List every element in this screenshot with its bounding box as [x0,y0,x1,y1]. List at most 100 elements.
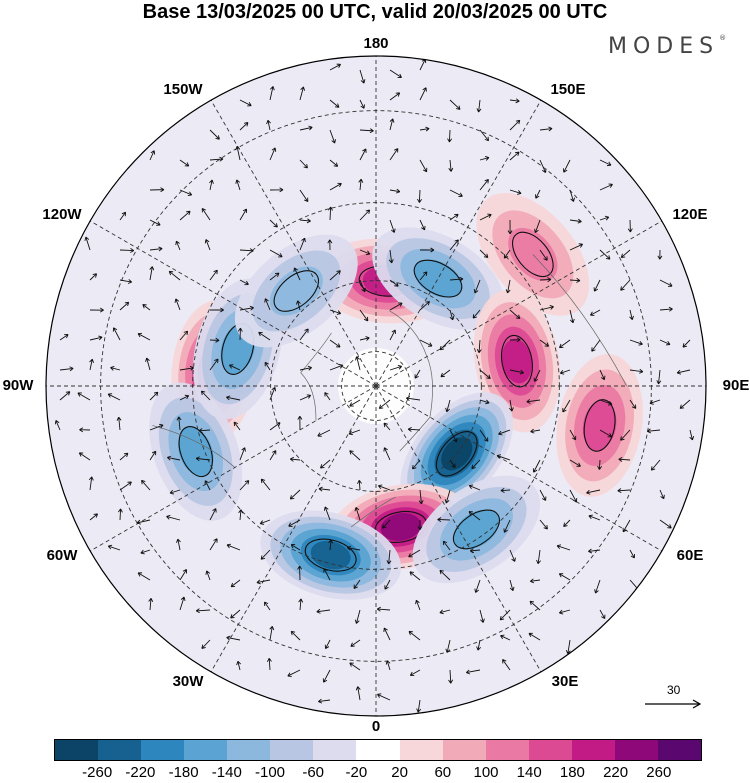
coastline [300,372,317,421]
wind-vector [617,488,631,494]
wind-vector [620,279,631,291]
wind-vector [526,398,541,404]
wind-vector [264,298,271,311]
wind-vector [107,544,121,551]
wind-vector [439,609,451,615]
wind-vector [588,548,601,554]
wind-vector [437,517,451,523]
wind-vector [269,249,283,258]
wind-vector [149,391,159,401]
wind-vector [539,489,547,501]
wind-vector [479,129,490,142]
wind-vector [195,456,211,462]
wind-vector [148,597,154,611]
wind-vector [204,239,211,251]
wind-vector [594,579,601,594]
wind-vector [119,211,127,221]
wind-vector [226,395,241,401]
wind-vector [659,279,673,287]
wind-vector [647,428,661,434]
wind-vector [388,249,394,264]
wind-vector [357,479,362,491]
wind-vector [449,99,461,110]
wind-vector [266,119,271,131]
wind-vector [599,183,613,191]
wind-vector [569,429,577,441]
wind-vector [599,609,606,619]
wind-vector [205,570,211,581]
wind-vector [195,608,211,614]
wind-vector [209,508,217,521]
wind-vector [297,565,303,581]
colorbar-swatch [442,740,486,760]
wind-vector [77,392,91,401]
colorbar-tick-label: 100 [473,764,499,781]
wind-vector [479,249,489,259]
colorbar-swatch [55,740,99,760]
wind-vector [149,423,164,431]
wind-vector [269,219,278,228]
polar-map [45,55,707,717]
wind-vector [140,549,151,555]
wind-vector [142,304,151,311]
wind-vector [534,219,541,234]
wind-vector [599,369,606,381]
wind-vector [569,459,581,467]
wind-vector [474,579,481,593]
wind-vector [539,305,554,311]
wind-vector [179,189,193,196]
colorbar-swatch [141,740,185,760]
wind-vector [59,391,71,401]
wind-vector [289,456,301,462]
wind-vector [179,596,186,611]
wind-vector [359,309,369,322]
wind-vector [498,429,511,436]
wind-vector [169,489,181,495]
anomaly-contour [582,400,617,451]
latitude-line [341,351,411,421]
wind-vector [54,420,61,431]
wind-vector [569,309,575,324]
wind-vector [329,363,344,371]
wind-vector [376,693,391,701]
wind-vector [116,416,122,431]
wind-vector [650,459,661,471]
wind-vector [296,300,301,311]
wind-vector [107,393,121,401]
colorbar-swatch [270,740,314,760]
coastline [426,356,433,418]
wind-vector [419,126,430,132]
wind-vector [269,86,275,101]
wind-vector [346,545,361,551]
wind-vector [290,630,301,641]
wind-vector [500,634,511,641]
wind-vector [226,635,241,641]
wind-vector [359,279,366,293]
wind-vector [119,248,135,253]
wind-vector [201,639,211,649]
wind-vector [359,128,374,134]
colorbar-tick-label: -140 [211,764,242,781]
wind-vector [318,486,331,492]
wind-vector [269,187,284,193]
wind-vector [563,519,571,527]
meridian-line [375,385,542,673]
wind-vector [327,239,333,251]
wind-vector [239,208,248,221]
wind-vector [209,269,218,281]
wind-vector [476,339,482,354]
wind-vector [209,538,218,551]
wind-vector [239,447,246,461]
colorbar-tick-label: 140 [516,764,542,781]
wind-vector [226,543,241,551]
wind-vector [599,159,612,167]
colorbar-ticks: -260 -220 -180 -140 -100 -60 -20 20 60 100 140 180 2… [0,764,750,782]
wind-vector [259,519,271,525]
coastline [532,254,627,387]
wind-vector [599,249,611,260]
wind-vector [179,569,187,581]
colorbar-tick-label: 60 [434,764,452,781]
wind-vector [176,538,181,551]
longitude-label: 30W [172,673,204,690]
longitude-label: 150E [550,81,586,98]
